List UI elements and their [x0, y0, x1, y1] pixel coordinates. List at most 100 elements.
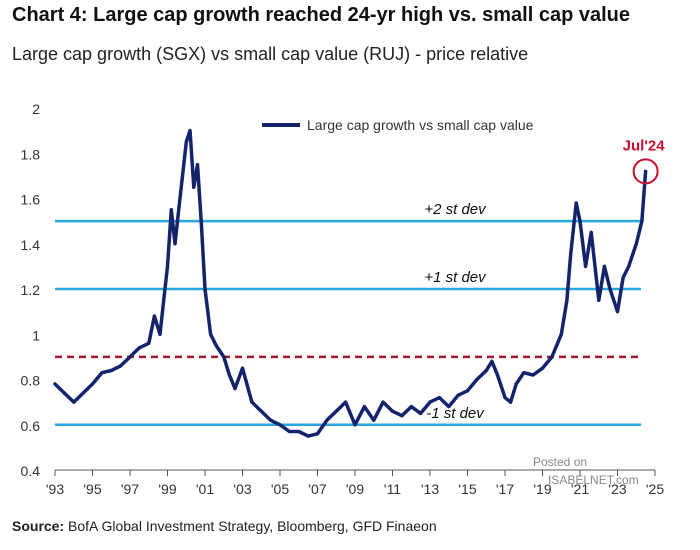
- data-point: [165, 264, 170, 268]
- data-point: [81, 391, 85, 395]
- data-point: [325, 418, 329, 422]
- data-point: [195, 162, 200, 167]
- x-tick-label: '09: [346, 481, 364, 497]
- data-point: [602, 264, 606, 268]
- data-point: [128, 355, 132, 359]
- reference-lines: +2 st dev +1 st dev -1 st dev: [55, 201, 641, 426]
- data-point: [173, 242, 177, 246]
- data-point: [353, 423, 357, 427]
- x-axis: '93 '95 '97 '99 '01 '03 '05 '07 '09 '11 '13 '15 '17 '…: [46, 469, 664, 497]
- x-tick-label: '05: [271, 481, 289, 497]
- annotation-label: Jul'24: [623, 137, 666, 154]
- data-point: [169, 208, 173, 212]
- data-point: [475, 377, 479, 382]
- data-point: [209, 332, 213, 336]
- y-tick-label: 0.4: [21, 463, 41, 479]
- y-tick-label: 0.6: [21, 418, 41, 434]
- data-point: [53, 382, 57, 386]
- highlight-circle: [632, 158, 659, 185]
- y-tick-label: 2: [32, 101, 40, 117]
- y-tick-label: 1.4: [21, 237, 41, 253]
- y-tick-label: 1.2: [21, 282, 41, 298]
- st-dev-label: +2 st dev: [424, 201, 487, 218]
- data-point: [100, 371, 104, 375]
- data-point: [362, 405, 366, 409]
- x-tick-label: '03: [233, 481, 251, 497]
- data-point: [233, 386, 237, 391]
- data-point: [574, 201, 578, 205]
- legend-label: Large cap growth vs small cap value: [307, 117, 534, 133]
- data-point: [550, 355, 554, 359]
- data-point: [531, 373, 535, 377]
- legend: Large cap growth vs small cap value: [262, 117, 534, 133]
- x-tick-label: '13: [421, 481, 439, 497]
- x-tick-label: '01: [196, 481, 214, 497]
- x-tick-label: '11: [384, 481, 401, 497]
- data-point: [192, 185, 196, 189]
- x-tick-label: '17: [496, 481, 514, 497]
- data-point: [569, 253, 573, 257]
- data-point: [409, 405, 413, 409]
- data-point: [465, 389, 470, 393]
- data-point: [640, 219, 644, 223]
- data-point: [615, 310, 620, 314]
- data-point: [372, 418, 376, 422]
- data-point: [565, 298, 569, 302]
- source-note: Source: BofA Global Investment Strategy,…: [12, 518, 437, 534]
- data-point: [597, 298, 601, 302]
- watermark-site: ISABELNET.com: [548, 473, 639, 487]
- data-point: [184, 140, 188, 144]
- data-point: [627, 264, 631, 268]
- data-point: [137, 346, 141, 350]
- y-tick-label: 1: [32, 327, 40, 343]
- data-point: [608, 287, 612, 291]
- x-tick-label: '15: [458, 481, 476, 497]
- data-point: [259, 409, 263, 413]
- y-axis: 0.4 0.6 0.8 1 1.2 1.4 1.6 1.8 2: [21, 101, 41, 479]
- data-point: [199, 219, 203, 223]
- data-point: [344, 400, 348, 404]
- data-point: [227, 373, 231, 377]
- st-dev-label: +1 st dev: [424, 269, 487, 286]
- data-point: [456, 393, 460, 397]
- data-point: [514, 382, 518, 386]
- data-point: [147, 341, 151, 345]
- annotations: Jul'24: [623, 137, 666, 185]
- data-point: [559, 332, 563, 336]
- source-label: Source:: [12, 518, 65, 534]
- y-tick-label: 1.8: [21, 146, 41, 162]
- data-point: [109, 368, 113, 373]
- x-tick-label: '97: [121, 481, 139, 497]
- x-tick-label: '21: [571, 481, 589, 497]
- data-point: [578, 219, 582, 223]
- data-point: [509, 400, 513, 404]
- data-point: [119, 364, 123, 368]
- data-point: [484, 368, 488, 373]
- chart-title: Chart 4: Large cap growth reached 24-yr …: [12, 4, 630, 26]
- data-point: [90, 382, 95, 386]
- data-point: [381, 400, 385, 404]
- x-tick-label: '19: [533, 481, 551, 497]
- data-point: [177, 208, 181, 212]
- source-text: BofA Global Investment Strategy, Bloombe…: [64, 518, 437, 534]
- watermark-posted-on: Posted on: [533, 455, 588, 469]
- data-point: [644, 169, 648, 173]
- data-point: [428, 400, 432, 404]
- data-point: [297, 429, 301, 434]
- data-point: [503, 396, 507, 400]
- data-point: [495, 373, 500, 377]
- data-point: [419, 411, 423, 416]
- data-point: [278, 423, 282, 427]
- data-point: [162, 298, 166, 302]
- x-tick-label: '99: [158, 481, 176, 497]
- data-point: [214, 343, 218, 348]
- data-point: [634, 242, 638, 246]
- chart-subtitle: Large cap growth (SGX) vs small cap valu…: [12, 44, 529, 64]
- y-tick-label: 1.6: [21, 192, 41, 208]
- data-point: [222, 355, 226, 359]
- x-tick-label: '93: [46, 481, 64, 497]
- y-tick-label: 0.8: [21, 373, 41, 389]
- data-point: [589, 230, 593, 235]
- x-tick-label: '95: [83, 481, 101, 497]
